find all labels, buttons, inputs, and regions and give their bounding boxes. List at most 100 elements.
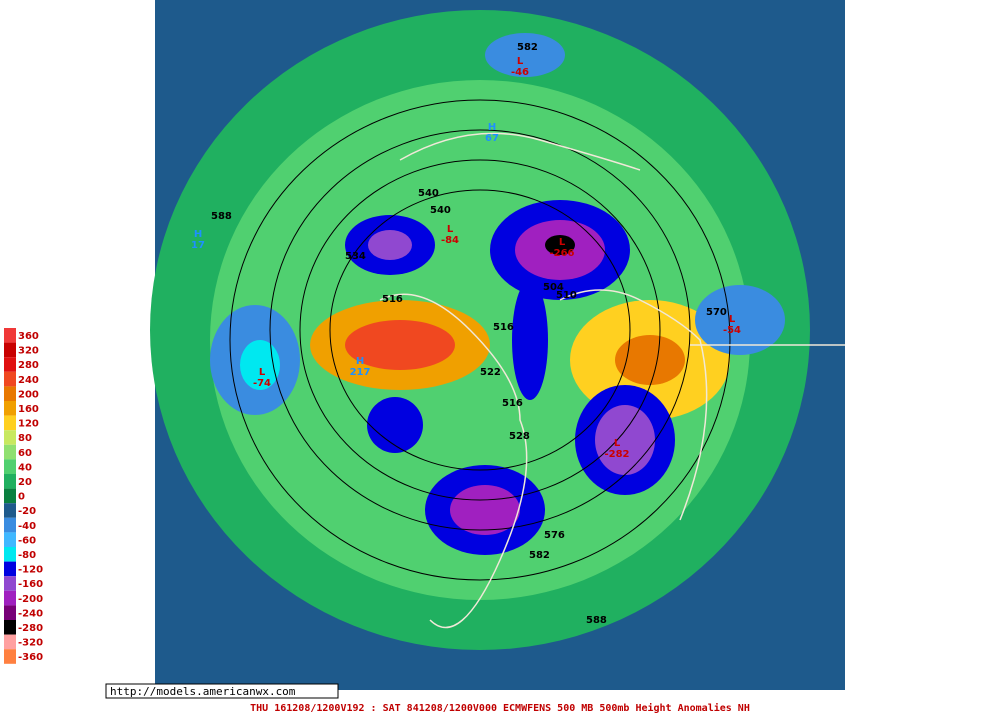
anomaly-field [450,485,520,535]
url-box [105,683,339,699]
legend-swatch [4,561,16,577]
legend-label: -40 [18,521,36,532]
legend-swatch [4,620,16,635]
legend-swatch [4,342,16,358]
coastlines [379,132,845,629]
url: http://models.americanwx.com [110,685,296,698]
contour-label: 570 [706,307,727,318]
legend-label: 160 [18,404,39,415]
legend-label: -20 [18,506,36,517]
legend-label: 320 [18,346,39,357]
center-type: L [259,367,266,378]
legend-swatch [4,459,16,474]
height-contours [229,99,731,581]
legend-swatch [4,401,16,416]
contour-label: 588 [211,211,232,222]
legend-label: -320 [18,638,43,649]
legend-label: -240 [18,608,43,619]
center-value: -46 [511,67,529,78]
legend-label: -200 [18,594,43,605]
legend-label: 200 [18,389,39,400]
anomaly-field [345,320,455,370]
color-legend: 360320280240200160120806040200-20-40-60-… [4,328,43,664]
contour-label: 582 [529,550,550,561]
legend-label: -280 [18,623,43,634]
legend-swatch [4,415,16,431]
center-value: -266 [549,248,574,259]
center-type: L [729,314,736,325]
anomaly-field [595,405,655,475]
contour-label: 588 [586,615,607,626]
center-type: L [517,56,524,67]
center-value: 17 [191,240,205,251]
legend-label: -360 [18,652,43,663]
center-type: L [614,438,621,449]
legend-label: -80 [18,550,36,561]
center-value: -54 [723,325,741,336]
legend-swatch [4,590,16,606]
contour-label: 516 [382,294,403,305]
legend-label: 80 [18,433,32,444]
center-type: H [488,122,496,133]
center-value: -74 [253,378,271,389]
legend-swatch [4,357,16,372]
contour-label: 504 [543,282,564,293]
contour-label: 540 [418,188,439,199]
center-type: H [194,229,202,240]
contour-label: 540 [430,205,451,216]
legend-swatch [4,371,16,387]
legend-label: 240 [18,375,39,386]
legend-label: 40 [18,462,32,473]
contour-label: 522 [480,367,501,378]
legend-swatch [4,328,16,343]
legend-swatch [4,547,16,562]
center-value: 67 [485,133,499,144]
legend-label: 280 [18,360,39,371]
legend-swatch [4,503,16,518]
anomaly-field [485,33,565,77]
legend-swatch [4,517,16,533]
legend-swatch [4,634,16,650]
anomaly-field [367,397,423,453]
legend-label: -60 [18,535,36,546]
anomaly-field [240,340,280,390]
contour-label: 510 [556,290,577,301]
legend-label: 360 [18,331,39,342]
center-type: L [559,237,566,248]
center-value: -282 [604,449,629,460]
legend-swatch [4,474,16,489]
center-value: 217 [350,367,371,378]
legend-swatch [4,430,16,445]
legend-label: 0 [18,492,25,503]
contour-label: 576 [544,530,565,541]
contour-label: 516 [502,398,523,409]
legend-label: 120 [18,419,39,430]
contour-label: 582 [517,42,538,53]
legend-label: 20 [18,477,32,488]
footer: THU 161208/1200V192 : SAT 841208/1200V00… [250,702,750,714]
anomaly-field [368,230,412,260]
legend-label: 60 [18,448,32,459]
anomaly-field [615,335,685,385]
center-type: H [356,356,364,367]
anomaly-field [695,285,785,355]
legend-label: -120 [18,565,43,576]
contour-label: 534 [345,251,366,262]
legend-swatch [4,576,16,591]
legend-swatch [4,444,16,460]
contour-label: 516 [493,322,514,333]
anomaly-field [545,235,575,255]
legend-label: -160 [18,579,43,590]
center-value: -84 [441,235,459,246]
map-labels: 582 588 540 540 534 516 504 510 516 522 … [211,42,727,626]
legend-swatch [4,386,16,401]
contour-label: 528 [509,431,530,442]
anomaly-field [512,280,548,400]
center-type: L [447,224,454,235]
legend-swatch [4,532,16,547]
legend-swatch [4,649,16,664]
legend-swatch [4,488,16,504]
